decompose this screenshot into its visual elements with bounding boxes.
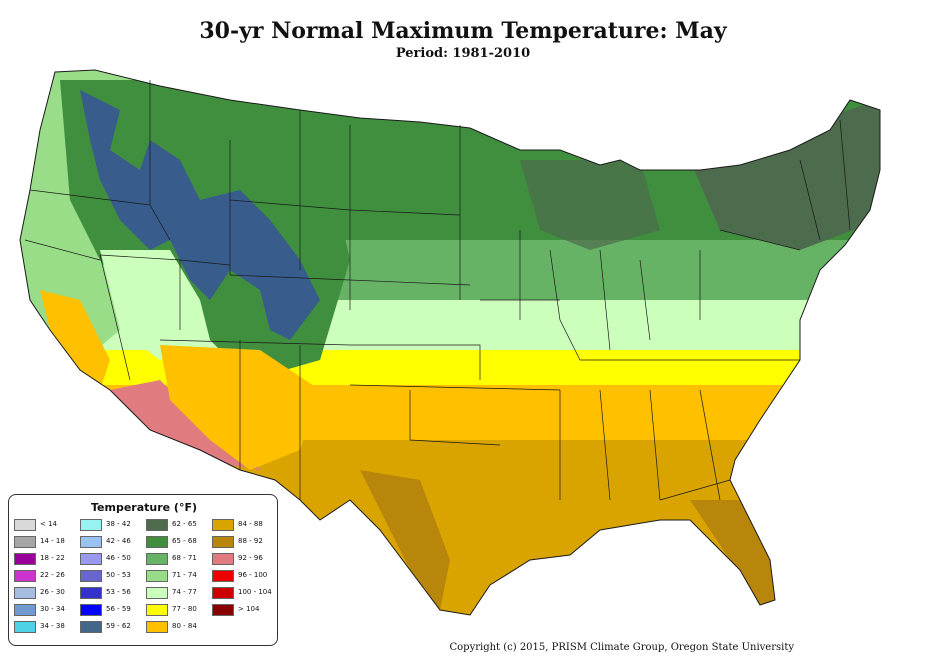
- legend-item: < 14: [14, 517, 80, 533]
- legend-label: 62 - 65: [172, 520, 197, 528]
- legend-label: 14 - 18: [40, 537, 65, 545]
- legend-swatch: [212, 604, 234, 616]
- legend-item: 62 - 65: [146, 517, 212, 533]
- legend-item: 74 - 77: [146, 585, 212, 601]
- legend-label: 100 - 104: [238, 588, 272, 596]
- great-lakes-zone: [520, 160, 660, 250]
- state-borders: [24, 80, 851, 501]
- legend-label: 92 - 96: [238, 554, 263, 562]
- legend-item: 42 - 46: [80, 534, 146, 550]
- legend-swatch: [146, 570, 168, 582]
- copyright: Copyright (c) 2015, PRISM Climate Group,…: [449, 642, 795, 653]
- map-title: 30-yr Normal Maximum Temperature: May: [199, 18, 727, 44]
- legend-label: > 104: [238, 605, 260, 613]
- legend-swatch: [80, 604, 102, 616]
- legend-item: 14 - 18: [14, 534, 80, 550]
- northeast-zone: [690, 100, 880, 250]
- texas-south-zone: [360, 470, 450, 610]
- legend-label: 65 - 68: [172, 537, 197, 545]
- legend-swatch: [80, 587, 102, 599]
- legend-item: 77 - 80: [146, 602, 212, 618]
- legend-swatch: [212, 519, 234, 531]
- legend-item: 88 - 92: [212, 534, 278, 550]
- legend-swatch: [14, 519, 36, 531]
- legend-swatch: [212, 587, 234, 599]
- legend-label: 56 - 59: [106, 605, 131, 613]
- legend-item: 34 - 38: [14, 619, 80, 635]
- legend-item: > 104: [212, 602, 278, 618]
- legend-label: 26 - 30: [40, 588, 65, 596]
- legend-swatch: [146, 536, 168, 548]
- legend-swatch: [14, 604, 36, 616]
- legend-label: 30 - 34: [40, 605, 65, 613]
- legend-label: 18 - 22: [40, 554, 65, 562]
- legend-label: 77 - 80: [172, 605, 197, 613]
- legend-swatch: [14, 536, 36, 548]
- legend-swatch: [212, 570, 234, 582]
- legend-label: 88 - 92: [238, 537, 263, 545]
- legend-item: 80 - 84: [146, 619, 212, 635]
- legend-swatch: [14, 587, 36, 599]
- florida-zone: [690, 500, 775, 605]
- legend-label: 46 - 50: [106, 554, 131, 562]
- legend-swatch: [212, 536, 234, 548]
- legend-item: 84 - 88: [212, 517, 278, 533]
- legend-item: 96 - 100: [212, 568, 278, 584]
- legend-label: 96 - 100: [238, 571, 268, 579]
- legend-item: 22 - 26: [14, 568, 80, 584]
- legend-item: 38 - 42: [80, 517, 146, 533]
- legend-item: 50 - 53: [80, 568, 146, 584]
- legend-label: 68 - 71: [172, 554, 197, 562]
- warm-zone: [20, 350, 880, 390]
- legend-swatch: [14, 553, 36, 565]
- legend-item: 65 - 68: [146, 534, 212, 550]
- legend-item: 100 - 104: [212, 585, 278, 601]
- map-subtitle: Period: 1981-2010: [395, 46, 531, 61]
- legend-swatch: [212, 553, 234, 565]
- legend-swatch: [146, 519, 168, 531]
- legend-label: 50 - 53: [106, 571, 131, 579]
- legend-title: Temperature (°F): [90, 501, 198, 514]
- legend-label: < 14: [40, 520, 57, 528]
- legend-swatch: [14, 621, 36, 633]
- legend-swatch: [146, 553, 168, 565]
- legend-label: 59 - 62: [106, 622, 131, 630]
- legend-label: 34 - 38: [40, 622, 65, 630]
- legend-label: 71 - 74: [172, 571, 197, 579]
- legend: Temperature (°F) < 14 14 - 18 18 - 22 22 - …: [8, 494, 278, 646]
- legend-swatch: [146, 587, 168, 599]
- legend-item: 18 - 22: [14, 551, 80, 567]
- legend-swatch: [146, 604, 168, 616]
- legend-item: 26 - 30: [14, 585, 80, 601]
- legend-item: 56 - 59: [80, 602, 146, 618]
- legend-label: 74 - 77: [172, 588, 197, 596]
- legend-label: 53 - 56: [106, 588, 131, 596]
- legend-label: 42 - 46: [106, 537, 131, 545]
- legend-item: 53 - 56: [80, 585, 146, 601]
- legend-swatch: [146, 621, 168, 633]
- legend-swatch: [14, 570, 36, 582]
- legend-swatch: [80, 553, 102, 565]
- central-valley-zone: [40, 290, 110, 390]
- legend-swatch: [80, 519, 102, 531]
- great-basin-zone: [100, 250, 210, 360]
- legend-item: 30 - 34: [14, 602, 80, 618]
- legend-item: 92 - 96: [212, 551, 278, 567]
- legend-swatch: [80, 621, 102, 633]
- legend-label: 38 - 42: [106, 520, 131, 528]
- legend-item: 68 - 71: [146, 551, 212, 567]
- legend-item: 71 - 74: [146, 568, 212, 584]
- legend-swatch: [80, 570, 102, 582]
- mountain-peaks: [80, 90, 320, 340]
- legend-item: 59 - 62: [80, 619, 146, 635]
- legend-label: 80 - 84: [172, 622, 197, 630]
- legend-label: 84 - 88: [238, 520, 263, 528]
- legend-label: 22 - 26: [40, 571, 65, 579]
- legend-item: 46 - 50: [80, 551, 146, 567]
- legend-swatch: [80, 536, 102, 548]
